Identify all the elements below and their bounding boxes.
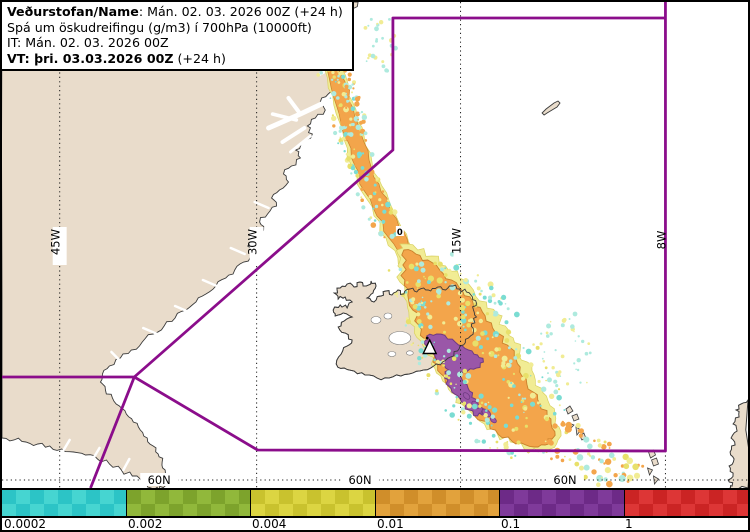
iceland-coastline xyxy=(332,280,478,381)
legend-value: 0.1 xyxy=(501,517,521,531)
shetland-islands xyxy=(646,449,660,485)
ash-plume xyxy=(316,17,645,488)
longitude-labels: 45W 30W 15W xyxy=(49,226,468,265)
legend-block-0002 xyxy=(2,490,127,516)
legend-color-blocks xyxy=(2,488,748,518)
map-svg: 60N 60N 60N 45W 30W 15W 0 8W xyxy=(2,2,748,488)
lon-label-30w: 30W xyxy=(246,229,260,255)
legend-value: 0.002 xyxy=(128,517,163,531)
lat-label-60n-2: 60N xyxy=(349,473,372,487)
map-area: 60N 60N 60N 45W 30W 15W 0 8W xyxy=(2,2,748,488)
zero-contour-annotation: 0 xyxy=(397,227,403,237)
info-line-issuer: Veðurstofan/Name: Mán. 02. 03. 2026 00Z … xyxy=(7,4,343,19)
legend-value: 1 xyxy=(625,517,633,531)
legend-block-004 xyxy=(251,490,376,516)
legend-block-002 xyxy=(126,490,251,516)
lat-label-60n-3: 60N xyxy=(553,473,576,487)
info-line-it: IT: Mán. 02. 03. 2026 00Z xyxy=(7,35,169,50)
legend-value: 0.004 xyxy=(252,517,287,531)
glacier-patches xyxy=(370,312,414,357)
lon-label-45w: 45W xyxy=(49,229,63,255)
jan-mayen-island xyxy=(541,100,561,116)
scotland-coast-strip xyxy=(727,399,748,488)
legend-block-10 xyxy=(624,490,748,516)
color-legend: 0.0002 0.002 0.004 0.01 0.1 1 xyxy=(2,488,748,530)
info-line-vt: VT: þri. 03.03.2026 00Z (+24 h) xyxy=(7,50,226,66)
fir-boundary xyxy=(2,2,667,488)
lon-label-8w: 8W xyxy=(654,231,668,250)
info-line-product: Spá um öskudreifingu (g/m3) í 700hPa (10… xyxy=(7,19,312,35)
forecast-info-box: Veðurstofan/Name: Mán. 02. 03. 2026 00Z … xyxy=(2,2,354,71)
lon-label-15w: 15W xyxy=(450,228,464,254)
legend-value: 0.0002 xyxy=(4,517,46,531)
legend-block-01 xyxy=(375,490,500,516)
zero-annotation-bg xyxy=(395,226,404,236)
legend-block-1 xyxy=(500,490,625,516)
legend-value: 0.01 xyxy=(377,517,404,531)
lat-label-60n-1: 60N xyxy=(148,473,171,487)
legend-value-labels: 0.0002 0.002 0.004 0.01 0.1 1 xyxy=(2,518,748,530)
volcano-icon xyxy=(422,336,438,355)
greenland-landmass xyxy=(2,2,359,488)
latitude-labels: 60N 60N 60N xyxy=(140,473,584,487)
